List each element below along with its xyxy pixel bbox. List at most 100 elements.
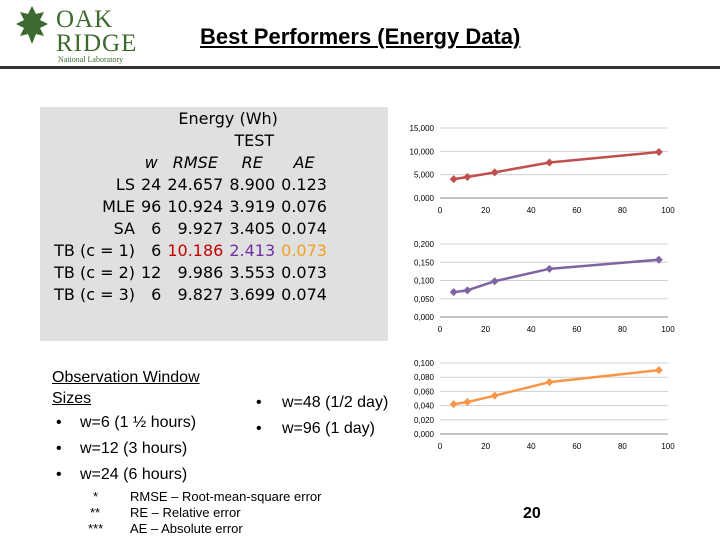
y-tick-label: 0,020 [414, 416, 435, 425]
logo-text-ridge: RIDGE [56, 30, 138, 57]
oak-ridge-logo: OAK RIDGE National Laboratory [12, 4, 142, 66]
window-size-item: w=12 (3 hours) [80, 440, 188, 457]
row-label: TB (c = 2) [54, 262, 135, 282]
footnote-text: RMSE – Root-mean-square error [130, 489, 322, 504]
y-tick-label: 0,080 [414, 373, 435, 382]
y-tick-label: 0,040 [414, 402, 435, 411]
x-tick-label: 40 [527, 206, 536, 215]
row-label: MLE [102, 196, 135, 216]
table-row: TB (c = 2) 12 9.986 3.553 0.073 [40, 261, 336, 283]
data-point [463, 398, 472, 407]
data-point [490, 391, 499, 400]
logo-text-oak: OAK [56, 6, 114, 33]
x-tick-label: 60 [572, 325, 581, 334]
data-point [654, 148, 663, 157]
cell-re: 3.405 [229, 218, 276, 238]
row-label: TB (c = 3) [54, 284, 135, 304]
cell-w: 12 [141, 262, 162, 282]
cell-ae: 0.074 [281, 218, 327, 238]
table-row: LS 24 24.657 8.900 0.123 [40, 173, 336, 195]
series-line [453, 368, 660, 406]
x-tick-label: 80 [618, 206, 627, 215]
bullet: • [256, 394, 262, 411]
table-row: TB (c = 3) 6 9.827 3.699 0.074 [40, 283, 336, 305]
x-tick-label: 0 [438, 206, 443, 215]
data-point [654, 255, 663, 264]
data-point [449, 175, 458, 184]
energy-table: Energy (Wh) TEST w RMSE RE AE LS 24 24.6… [40, 107, 336, 305]
cell-ae: 0.073 [281, 262, 327, 282]
y-tick-label: 0,000 [414, 430, 435, 439]
bullet: • [56, 466, 62, 483]
x-tick-label: 60 [572, 442, 581, 451]
y-tick-label: 0,100 [414, 359, 435, 368]
data-point [449, 400, 458, 409]
y-tick-label: 10,000 [410, 147, 435, 156]
cell-re: 3.699 [229, 284, 276, 304]
cell-ae: 0.123 [281, 174, 327, 194]
row-label: SA [113, 218, 135, 238]
col-header-rmse: RMSE [172, 152, 218, 172]
header-energy: Energy (Wh) [178, 108, 278, 128]
observation-window-title: Observation Window Sizes [52, 369, 200, 407]
table-row: TB (c = 1) 6 10.186 2.413 0.073 [40, 239, 336, 261]
cell-re: 3.919 [229, 196, 276, 216]
bullet: • [56, 440, 62, 457]
x-tick-label: 100 [661, 442, 675, 451]
y-tick-label: 0,100 [414, 277, 435, 286]
series-line [453, 150, 659, 181]
data-point [654, 366, 663, 375]
bullet: • [256, 420, 262, 437]
data-point [449, 288, 458, 297]
cell-rmse: 9.986 [177, 262, 224, 282]
x-tick-label: 40 [527, 442, 536, 451]
cell-w: 6 [151, 218, 162, 238]
cell-w: 6 [151, 240, 162, 260]
row-label: LS [115, 174, 135, 194]
cell-re-highlight: 2.413 [229, 240, 276, 260]
table-header-row-2: TEST [40, 129, 336, 151]
cell-w: 96 [141, 196, 162, 216]
table-header-row-3: w RMSE RE AE [40, 151, 336, 173]
window-size-item: w=48 (1/2 day) [282, 394, 389, 411]
window-size-item: w=24 (6 hours) [80, 466, 188, 483]
logo-text-national-laboratory: National Laboratory [58, 55, 124, 64]
table-header-row-1: Energy (Wh) [40, 107, 336, 129]
data-point [490, 168, 499, 177]
table-row: SA 6 9.927 3.405 0.074 [40, 217, 336, 239]
col-header-ae: AE [293, 152, 315, 172]
cell-rmse: 24.657 [167, 174, 224, 194]
window-size-item: w=6 (1 ½ hours) [80, 414, 197, 431]
y-tick-label: 15,000 [410, 124, 435, 133]
data-point [545, 158, 554, 167]
x-tick-label: 0 [438, 325, 443, 334]
x-tick-label: 80 [618, 442, 627, 451]
title-divider [0, 66, 720, 69]
cell-ae-highlight: 0.073 [281, 240, 327, 260]
y-tick-label: 0,000 [414, 313, 435, 322]
footnote-mark: * [93, 489, 99, 504]
data-point [463, 173, 472, 181]
data-point [463, 286, 472, 295]
bullet: • [56, 414, 62, 431]
data-point [490, 277, 499, 286]
footnote-text: AE – Absolute error [130, 521, 243, 536]
cell-ae: 0.074 [281, 284, 327, 304]
y-tick-label: 0,200 [414, 240, 435, 249]
window-size-item: w=96 (1 day) [282, 420, 375, 437]
cell-w: 6 [151, 284, 162, 304]
x-tick-label: 80 [618, 325, 627, 334]
cell-re: 8.900 [229, 174, 276, 194]
cell-ae: 0.076 [281, 196, 327, 216]
row-label: TB (c = 1) [54, 240, 135, 260]
data-point [545, 264, 554, 273]
cell-w: 24 [141, 174, 162, 194]
x-tick-label: 20 [481, 325, 490, 334]
series-line [453, 258, 659, 294]
x-tick-label: 0 [438, 442, 443, 451]
cell-rmse: 10.924 [167, 196, 224, 216]
cell-rmse-highlight: 10.186 [167, 240, 224, 260]
x-tick-label: 60 [572, 206, 581, 215]
x-tick-label: 40 [527, 325, 536, 334]
page-number: 20 [523, 505, 541, 522]
